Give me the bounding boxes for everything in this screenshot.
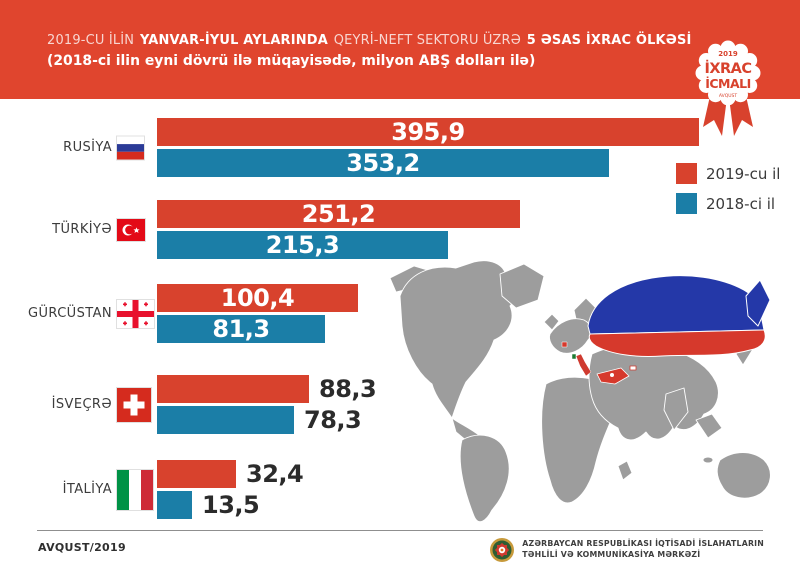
legend-item-2018: 2018-ci il	[676, 193, 780, 214]
footer-date: AVQUST/2019	[38, 541, 126, 554]
country-label: İTALİYA	[62, 482, 112, 497]
badge-seal	[695, 40, 761, 106]
russia-flag-icon	[117, 136, 144, 159]
map-greenland	[499, 263, 545, 309]
page-title: 2019-CU İLİN YANVAR-İYUL AYLARINDA QEYRİ-N…	[47, 32, 724, 69]
bar-2019: 251,2	[157, 200, 520, 228]
bar-value: 100,4	[220, 284, 295, 312]
country-label: GÜRCÜSTAN	[28, 306, 112, 321]
map-north-america	[399, 260, 517, 419]
legend-item-2019: 2019-cu il	[676, 163, 780, 184]
chart-row-isvecre: İSVEÇRƏ 88,3 78,3	[0, 375, 800, 434]
bar-value: 215,3	[265, 231, 340, 259]
map-india	[663, 387, 689, 431]
map-georgia	[629, 365, 637, 371]
title-line2: (2018-ci ilin eyni dövrü ilə müqayisədə,…	[47, 53, 536, 69]
badge-subtitle: AVQUST	[719, 93, 738, 99]
bar-2019: 100,4	[157, 284, 358, 312]
bar-2019: 395,9	[157, 118, 699, 146]
badge-year: 2019	[718, 50, 738, 58]
azerbaijan-emblem-icon	[490, 538, 515, 562]
footer-divider	[37, 530, 763, 531]
map-australia	[716, 452, 771, 499]
legend-label-2019: 2019-cu il	[706, 164, 781, 183]
world-map	[389, 260, 771, 523]
bar-2018	[157, 406, 294, 434]
turkey-flag-icon	[117, 218, 145, 241]
bar-2018	[157, 491, 192, 519]
title-seg-period: YANVAR-İYUL AYLARINDA	[139, 32, 328, 48]
chart-row-rusiya: RUSİYA 395,9 353,2	[0, 118, 800, 177]
chart-row-turkiye: TÜRKİYƏ 251,2 215,3	[0, 200, 800, 259]
badge-title-1: İXRAC	[704, 60, 751, 77]
country-label: TÜRKİYƏ	[52, 222, 112, 237]
map-italy-green	[571, 353, 577, 360]
bar-value: 78,3	[304, 406, 362, 434]
org-line2: TƏHLİLİ VƏ KOMMUNİKASİYA MƏRKƏZİ	[522, 550, 701, 559]
map-south-america	[459, 434, 510, 523]
legend-swatch-2018	[676, 193, 697, 214]
bar-2018: 81,3	[157, 315, 325, 343]
legend-swatch-2019	[676, 163, 697, 184]
map-europe	[549, 318, 592, 354]
bar-value: 32,4	[246, 460, 304, 488]
italy-flag-icon	[117, 469, 153, 510]
bar-2018: 353,2	[157, 149, 609, 177]
header-banner: 2019-CU İLİN YANVAR-İYUL AYLARINDA QEYRİ-N…	[0, 0, 800, 99]
chart-legend: 2019-cu il 2018-ci il	[676, 163, 780, 223]
bar-value: 81,3	[212, 315, 270, 343]
country-label: RUSİYA	[63, 140, 112, 155]
bar-value: 353,2	[346, 149, 420, 177]
chart-row-italiya: İTALİYA 32,4 13,5	[0, 460, 800, 519]
bar-2018: 215,3	[157, 231, 448, 259]
map-madagascar	[617, 460, 633, 481]
badge-title-2: İCMALI	[705, 76, 751, 91]
map-uk	[543, 313, 560, 331]
title-seg-main: 5 ƏSAS İXRAC ÖLKƏSİ	[526, 32, 692, 48]
title-seg-sector: QEYRİ-NEFT SEKTORU ÜZRƏ	[333, 32, 522, 48]
map-italy	[575, 353, 592, 377]
bar-2019	[157, 460, 236, 488]
footer-organization: AZƏRBAYCAN RESPUBLİKASI İQTİSADİ İSLAHAT…	[489, 537, 764, 563]
org-line1: AZƏRBAYCAN RESPUBLİKASI İQTİSADİ İSLAHAT…	[522, 539, 764, 549]
country-label: İSVEÇRƏ	[51, 397, 112, 412]
bar-value: 251,2	[301, 200, 376, 228]
georgia-flag-icon	[117, 299, 154, 328]
map-russia-red	[588, 329, 766, 357]
chart-row-gurcustan: GÜRCÜSTAN 100,4 81,3	[0, 284, 800, 343]
legend-label-2018: 2018-ci il	[706, 194, 776, 213]
bar-2019	[157, 375, 309, 403]
bar-value: 395,9	[391, 118, 465, 146]
map-kamchatka	[745, 279, 771, 327]
ixrac-icmali-badge: 2019 İXRAC İCMALI AVQUST	[695, 40, 761, 136]
switzerland-flag-icon	[117, 387, 151, 422]
map-turkey-crescent	[610, 373, 614, 377]
title-seg-year: 2019-CU İLİN	[47, 32, 135, 48]
title-line1: 2019-CU İLİN YANVAR-İYUL AYLARINDA QEYRİ-N…	[47, 32, 697, 48]
map-se-asia	[695, 413, 723, 439]
map-switzerland	[561, 341, 568, 348]
bar-value: 88,3	[319, 375, 377, 403]
bar-value: 13,5	[202, 491, 260, 519]
